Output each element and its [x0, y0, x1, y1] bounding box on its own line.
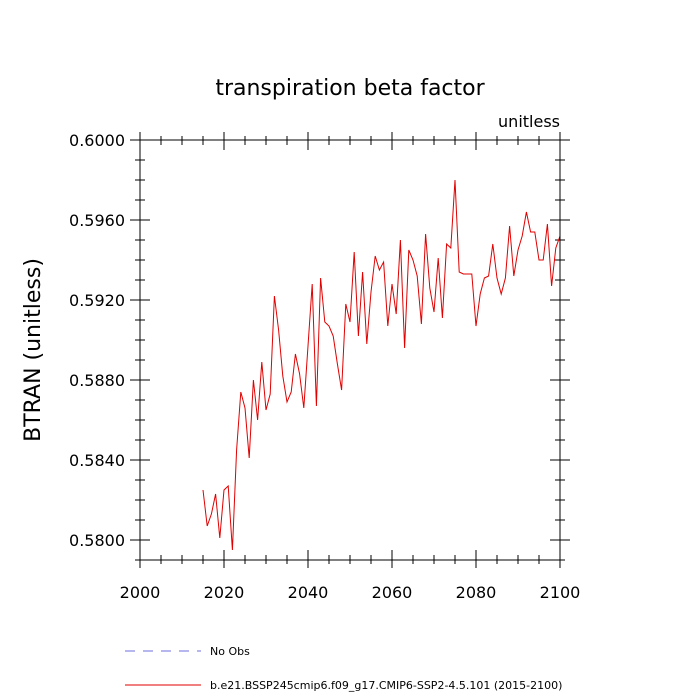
y-tick-label: 0.5800: [69, 531, 125, 550]
y-tick-label: 0.5960: [69, 211, 125, 230]
x-tick-label: 2100: [540, 583, 581, 602]
series-line-1: [202, 179, 561, 551]
y-tick-label: 0.5880: [69, 371, 125, 390]
x-tick-label: 2080: [456, 583, 497, 602]
x-tick-label: 2000: [120, 583, 161, 602]
y-tick-label: 0.6000: [69, 131, 125, 150]
x-tick-label: 2040: [288, 583, 329, 602]
legend-label-no-obs: No Obs: [210, 645, 250, 658]
x-tick-label: 2060: [372, 583, 413, 602]
axes: 2000 2020 2040 2060 2080 2100 0.5800 0.5840 0.58…: [69, 131, 580, 602]
units-label: unitless: [498, 112, 560, 131]
y-axis-label: BTRAN (unitless): [21, 258, 46, 442]
legend: No Obs b.e21.BSSP245cmip6.f09_g17.CMIP6-…: [125, 645, 562, 692]
plot-frame: [139, 139, 561, 561]
y-tick-label: 0.5840: [69, 451, 125, 470]
series-layer: [202, 179, 561, 551]
y-tick-label: 0.5920: [69, 291, 125, 310]
legend-label-model: b.e21.BSSP245cmip6.f09_g17.CMIP6-SSP2-4.…: [210, 679, 562, 692]
x-tick-label: 2020: [204, 583, 245, 602]
chart-title: transpiration beta factor: [215, 76, 485, 101]
